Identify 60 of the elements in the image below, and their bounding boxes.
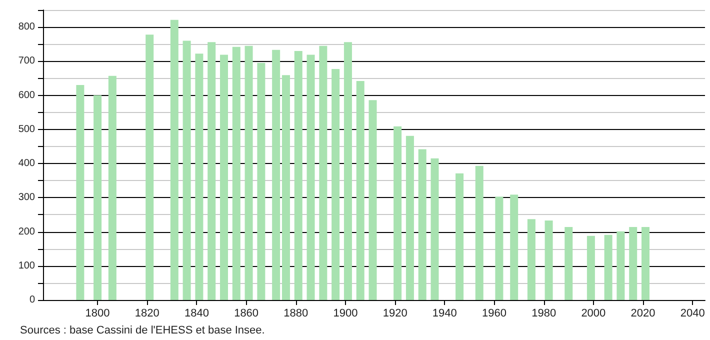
bar <box>616 231 625 300</box>
y-tick-label: 700 <box>18 56 36 67</box>
y-tick-label: 100 <box>18 260 36 272</box>
bar <box>332 69 340 300</box>
x-tick-label: 1960 <box>482 308 506 320</box>
bar <box>208 42 216 300</box>
bar <box>356 80 364 300</box>
y-tick-label: 800 <box>18 22 36 33</box>
bar <box>294 50 302 300</box>
bar <box>195 54 204 300</box>
bar <box>456 173 464 300</box>
bar <box>272 50 280 300</box>
x-tick-label: 1940 <box>432 308 457 320</box>
bar <box>170 20 178 300</box>
bar <box>182 40 191 300</box>
x-tick-label: 1900 <box>333 308 358 320</box>
bar <box>394 126 402 300</box>
bar <box>495 196 504 300</box>
bar <box>220 54 228 300</box>
x-tick-label: 1860 <box>234 308 259 320</box>
y-tick-label: 500 <box>18 124 36 135</box>
bar <box>430 158 439 300</box>
y-tick-label: 600 <box>18 90 36 101</box>
bar <box>475 166 484 300</box>
bar <box>319 46 328 300</box>
x-tick-label: 1980 <box>532 308 556 320</box>
x-tick-label: 1920 <box>382 308 408 320</box>
source-note: Sources : base Cassini de l'EHESS et base Insee. <box>20 324 265 336</box>
bar <box>94 95 102 300</box>
bar <box>108 76 116 300</box>
bar <box>257 62 266 300</box>
x-tick-label: 2040 <box>680 308 705 320</box>
y-tick-label: 0 <box>29 294 36 306</box>
x-tick-label: 1840 <box>184 308 209 320</box>
bar <box>368 100 377 300</box>
x-tick-label: 2020 <box>630 308 656 320</box>
bar <box>406 136 414 300</box>
bar <box>510 194 518 300</box>
bar <box>564 226 573 300</box>
bar <box>418 149 426 300</box>
bar <box>641 226 650 300</box>
bar <box>244 46 253 300</box>
x-tick-label: 2000 <box>581 308 606 320</box>
bar <box>544 220 553 300</box>
bar <box>76 85 84 300</box>
y-tick-label: 400 <box>18 158 36 170</box>
bar <box>527 219 536 300</box>
x-tick-label: 1800 <box>85 308 110 320</box>
bar <box>282 75 290 300</box>
bar <box>344 42 352 300</box>
x-tick-label: 1820 <box>134 308 160 320</box>
bar <box>146 34 154 300</box>
y-tick-label: 200 <box>18 226 36 238</box>
x-tick-label: 1880 <box>284 308 308 320</box>
bar <box>232 46 240 300</box>
bar <box>586 236 595 300</box>
y-tick-label: 300 <box>18 192 36 204</box>
bar <box>629 226 638 300</box>
bar <box>306 54 315 300</box>
bar <box>604 234 612 300</box>
